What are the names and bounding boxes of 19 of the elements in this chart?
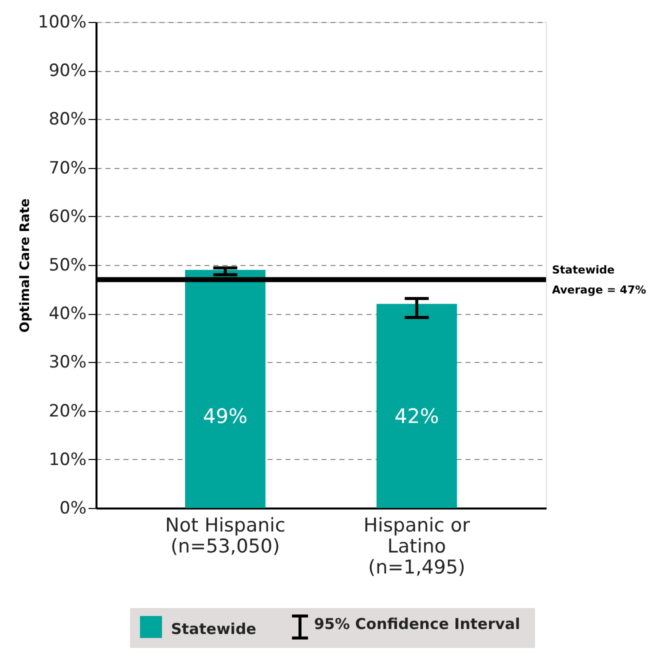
x-tick-label: Not Hispanic (n=53,050) — [165, 514, 286, 558]
y-tick-label: 80% — [48, 110, 86, 130]
y-tick-label: 90% — [48, 61, 86, 82]
y-tick-label: 70% — [48, 158, 86, 178]
x-tick-label: Hispanic or Latino (n=1,495) — [364, 514, 470, 578]
data-label: 49% — [203, 404, 248, 428]
ref-line-label: Statewide Average = 47% — [552, 264, 646, 297]
y-axis-title: Optimal Care Rate — [18, 198, 33, 333]
y-tick-label: 10% — [48, 450, 86, 470]
y-tick-label: 20% — [48, 401, 86, 422]
y-tick-label: 40% — [48, 304, 86, 324]
y-tick-label: 50% — [48, 256, 86, 276]
y-tick-label: 0% — [60, 498, 86, 518]
y-tick-label: 30% — [48, 352, 86, 373]
data-label: 42% — [394, 404, 439, 428]
text: 95% Confidence Interval — [314, 615, 520, 633]
legend-label: Statewide — [171, 620, 256, 638]
y-tick-label: 60% — [48, 206, 86, 227]
y-tick-label: 100% — [38, 12, 86, 32]
